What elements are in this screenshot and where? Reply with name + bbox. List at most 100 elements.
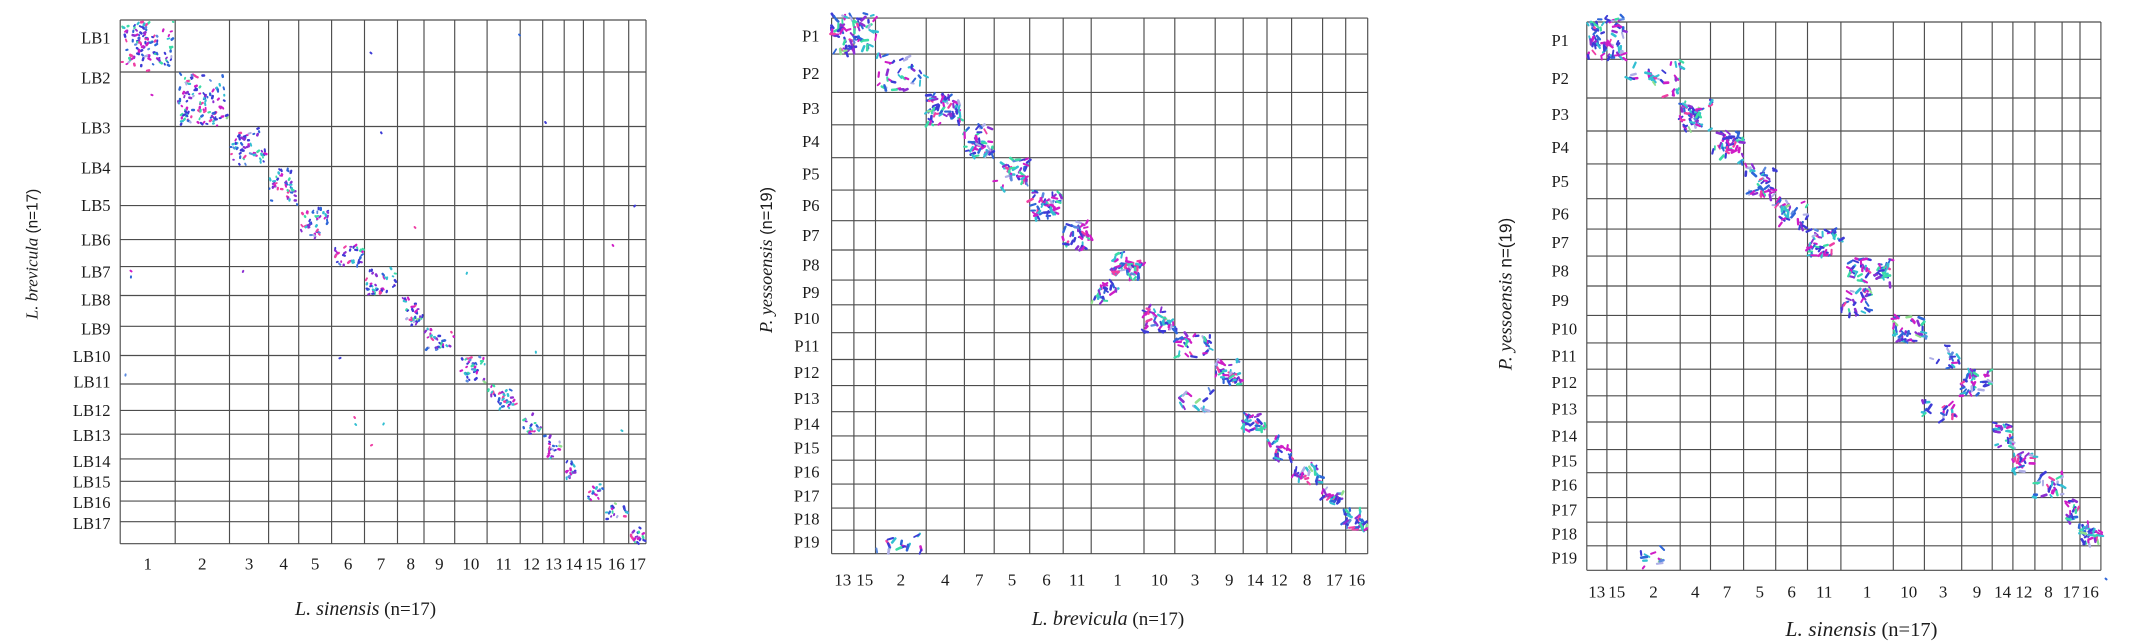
svg-text:P19: P19 bbox=[794, 533, 820, 552]
svg-text:11: 11 bbox=[1069, 571, 1085, 590]
svg-text:5: 5 bbox=[1008, 571, 1017, 590]
svg-text:10: 10 bbox=[1900, 583, 1917, 602]
svg-text:16: 16 bbox=[2082, 583, 2099, 602]
svg-text:P9: P9 bbox=[1552, 291, 1569, 310]
svg-text:P5: P5 bbox=[802, 164, 819, 183]
svg-text:2: 2 bbox=[198, 555, 207, 574]
svg-text:13: 13 bbox=[545, 555, 562, 574]
svg-text:LB16: LB16 bbox=[73, 493, 111, 512]
svg-text:L. sinensis (n=17): L. sinensis (n=17) bbox=[294, 598, 436, 620]
svg-text:P4: P4 bbox=[802, 132, 819, 151]
svg-text:P7: P7 bbox=[802, 226, 819, 245]
svg-text:1: 1 bbox=[1863, 583, 1872, 602]
svg-text:12: 12 bbox=[1271, 571, 1288, 590]
svg-text:LB17: LB17 bbox=[73, 514, 111, 533]
svg-text:P16: P16 bbox=[1552, 476, 1578, 495]
svg-text:2: 2 bbox=[1649, 583, 1658, 602]
svg-text:1: 1 bbox=[1113, 571, 1122, 590]
svg-text:P1: P1 bbox=[802, 27, 819, 46]
svg-text:P10: P10 bbox=[794, 309, 820, 328]
svg-text:P2: P2 bbox=[802, 64, 819, 83]
svg-text:P14: P14 bbox=[794, 414, 820, 433]
svg-text:P18: P18 bbox=[794, 510, 820, 529]
svg-text:9: 9 bbox=[1225, 571, 1234, 590]
svg-text:17: 17 bbox=[1326, 571, 1344, 590]
svg-text:1: 1 bbox=[143, 555, 152, 574]
svg-text:6: 6 bbox=[1787, 583, 1796, 602]
svg-text:P5: P5 bbox=[1552, 172, 1569, 191]
svg-text:LB14: LB14 bbox=[73, 452, 111, 471]
svg-text:P8: P8 bbox=[1552, 262, 1569, 281]
svg-text:LB1: LB1 bbox=[81, 29, 110, 48]
svg-text:9: 9 bbox=[435, 555, 444, 574]
svg-text:P14: P14 bbox=[1552, 426, 1578, 445]
svg-text:14: 14 bbox=[1247, 571, 1265, 590]
svg-text:P8: P8 bbox=[802, 256, 819, 275]
svg-text:4: 4 bbox=[941, 571, 950, 590]
svg-text:16: 16 bbox=[1348, 571, 1365, 590]
svg-text:P13: P13 bbox=[1552, 399, 1578, 418]
svg-text:P9: P9 bbox=[802, 283, 819, 302]
svg-text:P7: P7 bbox=[1552, 233, 1569, 252]
svg-text:P19: P19 bbox=[1552, 549, 1578, 568]
svg-text:L. brevicula (n=17): L. brevicula (n=17) bbox=[23, 189, 42, 320]
svg-text:LB4: LB4 bbox=[81, 159, 110, 178]
svg-text:10: 10 bbox=[1151, 571, 1168, 590]
svg-text:P15: P15 bbox=[1552, 452, 1578, 471]
svg-text:L. brevicula (n=17): L. brevicula (n=17) bbox=[1031, 608, 1185, 630]
svg-text:16: 16 bbox=[608, 555, 625, 574]
svg-text:13: 13 bbox=[834, 571, 851, 590]
svg-text:10: 10 bbox=[462, 555, 479, 574]
svg-text:2: 2 bbox=[897, 571, 906, 590]
svg-text:8: 8 bbox=[1303, 571, 1312, 590]
svg-text:4: 4 bbox=[1691, 583, 1700, 602]
svg-text:3: 3 bbox=[1939, 583, 1948, 602]
svg-text:P4: P4 bbox=[1552, 138, 1569, 157]
svg-text:LB6: LB6 bbox=[81, 231, 110, 250]
svg-text:P3: P3 bbox=[802, 99, 819, 118]
svg-text:7: 7 bbox=[975, 571, 984, 590]
svg-text:P2: P2 bbox=[1552, 69, 1569, 88]
svg-text:P17: P17 bbox=[1552, 500, 1578, 519]
svg-text:P6: P6 bbox=[1552, 204, 1569, 223]
svg-text:6: 6 bbox=[1042, 571, 1051, 590]
svg-text:P3: P3 bbox=[1552, 105, 1569, 124]
svg-text:P15: P15 bbox=[794, 439, 820, 458]
svg-text:P12: P12 bbox=[1552, 373, 1578, 392]
svg-text:P13: P13 bbox=[794, 389, 820, 408]
svg-text:LB3: LB3 bbox=[81, 119, 110, 138]
svg-text:3: 3 bbox=[1191, 571, 1200, 590]
svg-text:LB2: LB2 bbox=[81, 69, 110, 88]
svg-text:4: 4 bbox=[279, 555, 288, 574]
svg-text:P11: P11 bbox=[794, 337, 819, 356]
svg-text:5: 5 bbox=[1755, 583, 1764, 602]
svg-text:14: 14 bbox=[1994, 583, 2012, 602]
svg-text:5: 5 bbox=[311, 555, 320, 574]
svg-text:11: 11 bbox=[1816, 583, 1832, 602]
svg-text:P10: P10 bbox=[1552, 320, 1578, 339]
svg-text:LB9: LB9 bbox=[81, 320, 110, 339]
svg-text:15: 15 bbox=[585, 555, 602, 574]
svg-text:LB11: LB11 bbox=[74, 373, 111, 392]
svg-text:14: 14 bbox=[565, 555, 583, 574]
svg-text:9: 9 bbox=[1973, 583, 1982, 602]
svg-text:8: 8 bbox=[2044, 583, 2053, 602]
svg-text:3: 3 bbox=[245, 555, 254, 574]
svg-text:13: 13 bbox=[1588, 583, 1605, 602]
svg-text:15: 15 bbox=[1608, 583, 1625, 602]
svg-text:P16: P16 bbox=[794, 463, 820, 482]
svg-text:17: 17 bbox=[629, 555, 647, 574]
svg-text:15: 15 bbox=[856, 571, 873, 590]
svg-text:8: 8 bbox=[407, 555, 416, 574]
svg-text:12: 12 bbox=[2015, 583, 2032, 602]
svg-text:P11: P11 bbox=[1552, 347, 1577, 366]
svg-text:LB12: LB12 bbox=[73, 401, 111, 420]
svg-text:P. yessoensis (n=19): P. yessoensis (n=19) bbox=[756, 187, 776, 334]
svg-text:LB10: LB10 bbox=[73, 347, 111, 366]
svg-text:6: 6 bbox=[344, 555, 353, 574]
svg-text:P18: P18 bbox=[1552, 525, 1578, 544]
svg-text:7: 7 bbox=[1723, 583, 1732, 602]
svg-text:11: 11 bbox=[496, 555, 512, 574]
svg-text:LB7: LB7 bbox=[81, 263, 110, 282]
svg-text:7: 7 bbox=[377, 555, 386, 574]
